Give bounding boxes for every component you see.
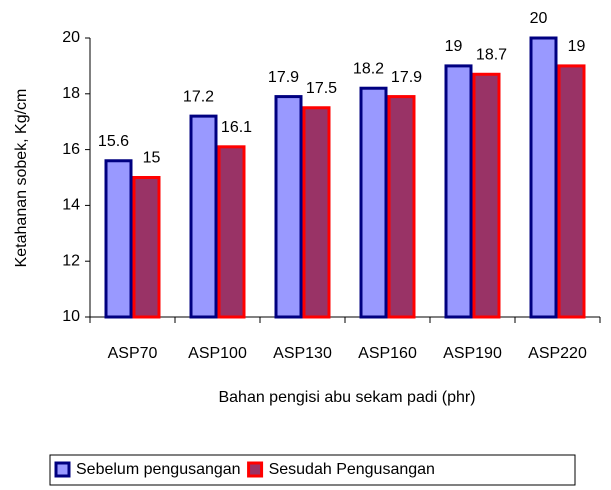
data-label: 16.1 [221,119,252,136]
bar [444,64,473,319]
data-label: 17.2 [183,88,214,105]
x-tick-label: ASP190 [443,345,502,362]
y-tick-label: 14 [62,197,80,214]
bar [472,72,501,319]
y-axis-label: Ketahanan sobek, Kg/cm [13,89,30,268]
x-axis-label: Bahan pengisi abu sekam padi (phr) [218,389,475,406]
data-label: 19 [445,38,463,55]
bar [274,95,303,319]
bar [557,64,586,319]
data-label: 19 [568,38,586,55]
legend-swatch [54,461,71,478]
bar [104,159,133,319]
x-tick-label: ASP70 [108,345,158,362]
x-tick-label: ASP100 [188,345,247,362]
data-label: 20 [530,10,548,27]
y-tick-label: 18 [62,85,80,102]
legend-label: Sebelum pengusangan [76,461,241,478]
x-tick-label: ASP160 [358,345,417,362]
y-tick-label: 20 [62,29,80,46]
data-label: 17.9 [268,69,299,86]
bar [132,176,161,319]
data-label: 17.9 [391,69,422,86]
bar [189,114,218,319]
bar [302,106,331,319]
data-label: 15.6 [98,133,129,150]
bar [529,36,558,319]
data-label: 15 [143,150,161,167]
data-label: 17.5 [306,80,337,97]
y-tick-label: 16 [62,141,80,158]
bar [359,86,388,319]
data-label: 18.2 [353,60,384,77]
legend-box [49,454,576,486]
data-label: 18.7 [476,46,507,63]
y-tick-label: 10 [62,308,80,325]
bar [387,95,416,319]
x-tick-label: ASP220 [528,345,587,362]
legend-swatch [247,461,264,478]
legend-label: Sesudah Pengusangan [269,461,435,478]
x-tick-label: ASP130 [273,345,332,362]
bar [217,145,246,319]
y-tick-label: 12 [62,252,80,269]
